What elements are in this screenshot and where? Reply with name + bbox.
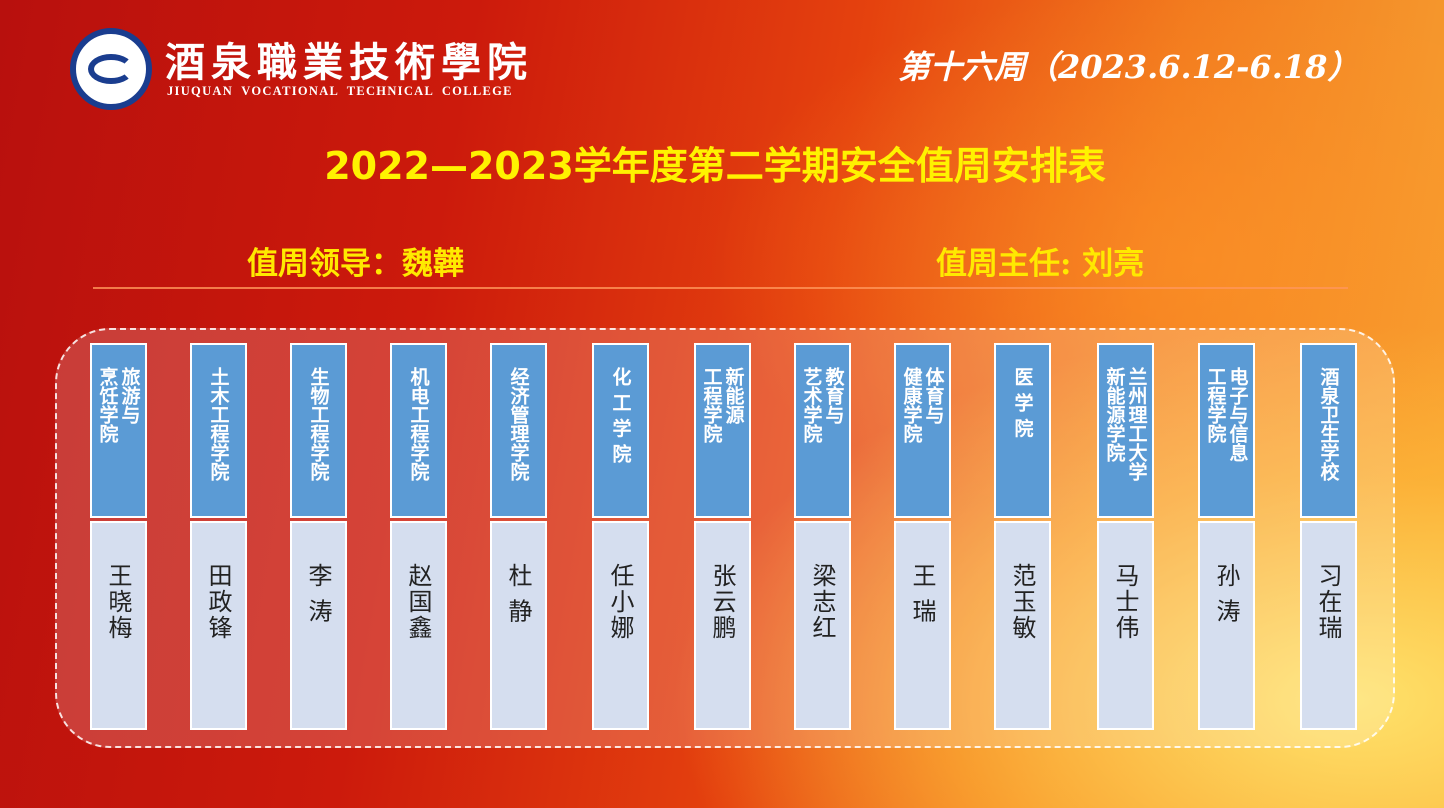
page-title: 2022—2023学年度第二学期安全值周安排表 bbox=[324, 144, 1106, 188]
department-cell: 酒泉卫生学校 bbox=[1300, 343, 1357, 518]
divider bbox=[93, 287, 1348, 289]
person-name: 赵国鑫 bbox=[404, 563, 432, 641]
person-cell: 孙 涛 bbox=[1198, 521, 1255, 730]
schedule-column: 旅游与 烹饪学院 王晓梅 bbox=[90, 343, 147, 730]
schedule-column: 兰州理工大学 新能源学院 马士伟 bbox=[1097, 343, 1154, 730]
schedule-column: 机电工程学院 赵国鑫 bbox=[390, 343, 447, 730]
schedule-column: 经济管理学院 杜 静 bbox=[490, 343, 547, 730]
college-logo bbox=[70, 28, 152, 110]
department-cell: 经济管理学院 bbox=[490, 343, 547, 518]
person-name: 杜 静 bbox=[504, 563, 532, 625]
department-cell: 教育与 艺术学院 bbox=[794, 343, 851, 518]
department-label: 生物工程学院 bbox=[307, 367, 330, 481]
department-cell: 化 工 学 院 bbox=[592, 343, 649, 518]
person-cell: 杜 静 bbox=[490, 521, 547, 730]
person-name: 任小娜 bbox=[606, 563, 634, 641]
schedule-column: 土木工程学院 田政锋 bbox=[190, 343, 247, 730]
week-label: 第十六周（2023.6.12-6.18） bbox=[898, 48, 1360, 86]
person-cell: 李 涛 bbox=[290, 521, 347, 730]
department-label: 兰州理工大学 新能源学院 bbox=[1103, 367, 1148, 481]
schedule-column: 体育与 健康学院 王 瑞 bbox=[894, 343, 951, 730]
department-label: 体育与 健康学院 bbox=[900, 367, 945, 443]
department-label: 新能源 工程学院 bbox=[700, 367, 745, 443]
department-cell: 旅游与 烹饪学院 bbox=[90, 343, 147, 518]
schedule-column: 医 学 院 范玉敏 bbox=[994, 343, 1051, 730]
department-label: 电子与信息 工程学院 bbox=[1204, 367, 1249, 462]
duty-leader: 值周领导：魏韡 bbox=[247, 246, 464, 282]
department-cell: 电子与信息 工程学院 bbox=[1198, 343, 1255, 518]
schedule-column: 生物工程学院 李 涛 bbox=[290, 343, 347, 730]
department-label: 教育与 艺术学院 bbox=[800, 367, 845, 443]
department-cell: 兰州理工大学 新能源学院 bbox=[1097, 343, 1154, 518]
department-cell: 新能源 工程学院 bbox=[694, 343, 751, 518]
department-cell: 机电工程学院 bbox=[390, 343, 447, 518]
person-cell: 赵国鑫 bbox=[390, 521, 447, 730]
person-name: 孙 涛 bbox=[1212, 563, 1240, 625]
schedule-column: 化 工 学 院 任小娜 bbox=[592, 343, 649, 730]
department-cell: 医 学 院 bbox=[994, 343, 1051, 518]
person-cell: 张云鹏 bbox=[694, 521, 751, 730]
person-cell: 田政锋 bbox=[190, 521, 247, 730]
department-label: 酒泉卫生学校 bbox=[1317, 367, 1340, 481]
person-name: 范玉敏 bbox=[1008, 563, 1036, 641]
department-label: 土木工程学院 bbox=[207, 367, 230, 481]
school-name-cn: 酒泉職業技術學院 bbox=[165, 39, 533, 86]
department-label: 化 工 学 院 bbox=[609, 367, 632, 463]
schedule-column: 电子与信息 工程学院 孙 涛 bbox=[1198, 343, 1255, 730]
department-label: 经济管理学院 bbox=[507, 367, 530, 481]
person-name: 田政锋 bbox=[204, 563, 232, 641]
schedule-column: 新能源 工程学院 张云鹏 bbox=[694, 343, 751, 730]
person-name: 马士伟 bbox=[1111, 563, 1139, 641]
person-name: 习在瑞 bbox=[1314, 563, 1342, 641]
person-name: 王 瑞 bbox=[908, 563, 936, 625]
schedule-column: 酒泉卫生学校 习在瑞 bbox=[1300, 343, 1357, 730]
person-cell: 范玉敏 bbox=[994, 521, 1051, 730]
department-cell: 土木工程学院 bbox=[190, 343, 247, 518]
duty-director: 值周主任: 刘亮 bbox=[936, 246, 1145, 282]
person-cell: 习在瑞 bbox=[1300, 521, 1357, 730]
person-name: 李 涛 bbox=[304, 563, 332, 625]
person-cell: 任小娜 bbox=[592, 521, 649, 730]
person-name: 王晓梅 bbox=[104, 563, 132, 641]
department-cell: 生物工程学院 bbox=[290, 343, 347, 518]
person-name: 张云鹏 bbox=[708, 563, 736, 641]
department-label: 旅游与 烹饪学院 bbox=[96, 367, 141, 443]
schedule-column: 教育与 艺术学院 梁志红 bbox=[794, 343, 851, 730]
school-name-en: JIUQUAN VOCATIONAL TECHNICAL COLLEGE bbox=[167, 84, 513, 98]
person-cell: 王 瑞 bbox=[894, 521, 951, 730]
department-cell: 体育与 健康学院 bbox=[894, 343, 951, 518]
department-label: 医 学 院 bbox=[1011, 367, 1034, 438]
person-name: 梁志红 bbox=[808, 563, 836, 641]
person-cell: 马士伟 bbox=[1097, 521, 1154, 730]
person-cell: 梁志红 bbox=[794, 521, 851, 730]
person-cell: 王晓梅 bbox=[90, 521, 147, 730]
department-label: 机电工程学院 bbox=[407, 367, 430, 481]
